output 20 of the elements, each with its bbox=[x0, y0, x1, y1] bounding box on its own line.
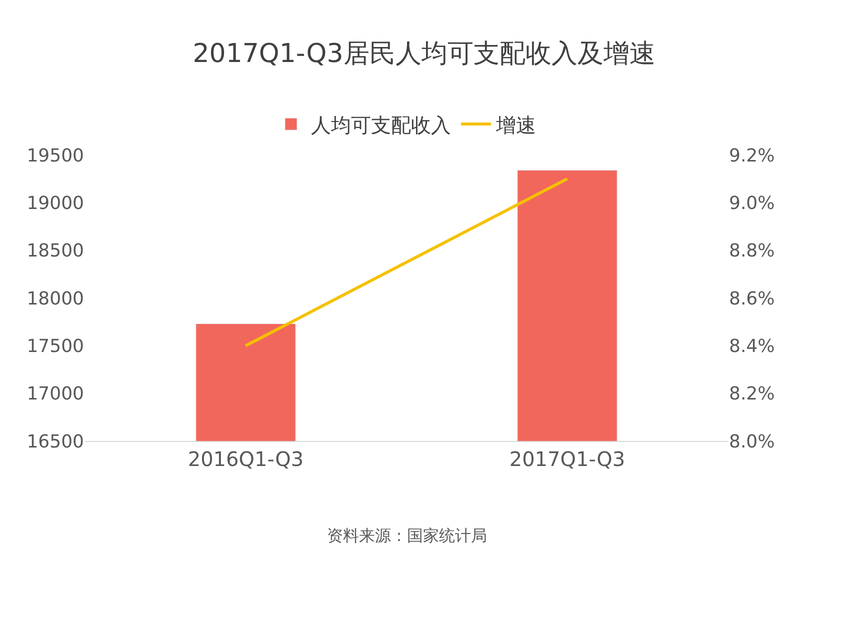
legend-label: 增速 bbox=[495, 112, 536, 137]
y-tick-label: 18000 bbox=[26, 288, 84, 310]
y2-tick-label: 8.8% bbox=[729, 240, 775, 262]
y2-tick-label: 8.2% bbox=[729, 384, 775, 405]
y-tick-label: 19500 bbox=[26, 145, 84, 166]
text: 资料来源：国家统计局 bbox=[327, 526, 487, 545]
y2-tick-label: 8.0% bbox=[729, 431, 775, 452]
legend-label: 人均可支配收入 bbox=[311, 112, 451, 137]
y-tick-label: 17500 bbox=[26, 336, 84, 357]
y-tick-label: 16500 bbox=[26, 431, 84, 452]
y-tick-label: 19000 bbox=[26, 192, 84, 214]
chart-title: 2017Q1-Q3居民人均可支配收入及增速 bbox=[192, 39, 656, 70]
y2-tick-label: 9.2% bbox=[729, 145, 775, 166]
x-tick-label: 2017Q1-Q3 bbox=[509, 447, 626, 471]
y2-tick-label: 8.6% bbox=[729, 288, 775, 310]
x-tick-label: 2016Q1-Q3 bbox=[188, 447, 304, 471]
y2-tick-label: 8.4% bbox=[729, 336, 775, 357]
y-tick-label: 18500 bbox=[26, 240, 84, 262]
y2-tick-label: 9.0% bbox=[729, 192, 775, 214]
y-tick-label: 17000 bbox=[26, 384, 84, 405]
